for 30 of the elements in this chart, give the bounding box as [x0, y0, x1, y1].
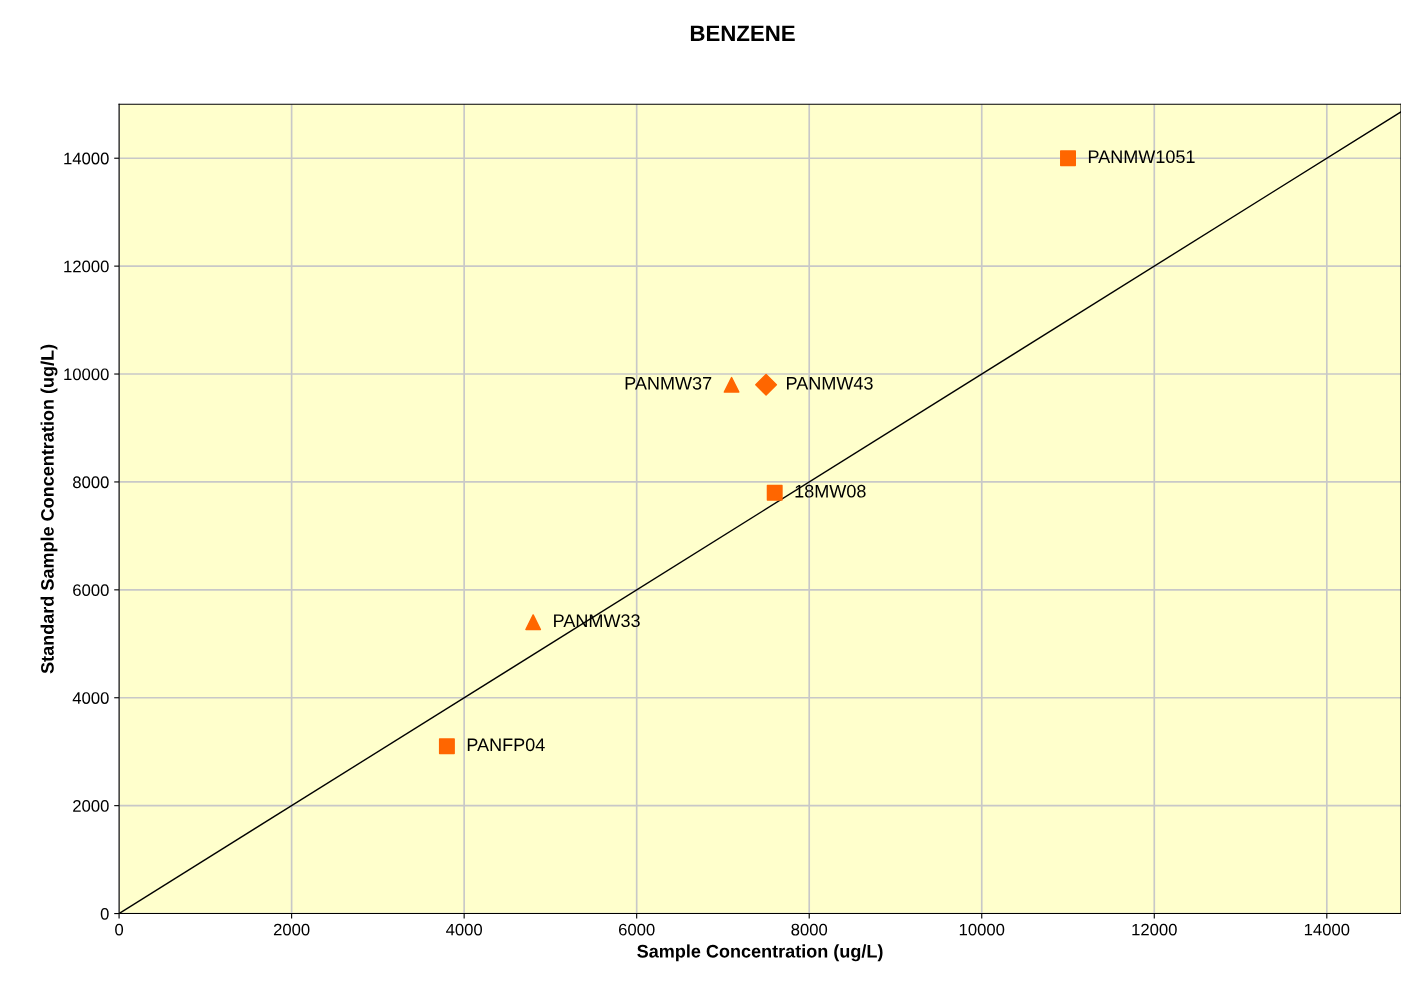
- point: [723, 376, 740, 393]
- y-tick-label: 8000: [73, 476, 109, 489]
- series-label: PANMW1051: [1088, 150, 1195, 164]
- x-tick-label: 12000: [1132, 923, 1177, 936]
- y-tick-label: 14000: [64, 152, 109, 165]
- y-axis-title: Standard Sample Concentration (ug/L): [40, 344, 58, 674]
- series-label: PANMW43: [787, 376, 873, 390]
- point: [766, 484, 783, 501]
- point: [438, 738, 455, 755]
- point: [1060, 150, 1076, 167]
- point: [525, 614, 542, 631]
- x-tick-label: 4000: [446, 923, 483, 936]
- x-tick-label: 8000: [791, 923, 828, 936]
- series-label: PANFP04: [467, 738, 545, 752]
- y-tick-label: 10000: [64, 368, 109, 381]
- x-tick-label: 0: [115, 923, 124, 936]
- x-tick-label: 10000: [959, 923, 1005, 936]
- y-tick-label: 6000: [73, 584, 109, 597]
- point: [755, 373, 778, 396]
- x-axis-title: Sample Concentration (ug/L): [637, 944, 883, 962]
- x-tick-label: 14000: [1304, 923, 1350, 936]
- x-tick-label: 2000: [273, 923, 310, 936]
- series-label: PANMW37: [625, 376, 712, 390]
- chart-title: BENZENE: [690, 25, 795, 41]
- y-tick-label: 2000: [73, 800, 109, 812]
- y-tick-label: 12000: [64, 260, 109, 273]
- x-tick-label: 6000: [618, 923, 655, 936]
- y-tick-label: 4000: [72, 692, 109, 704]
- y-tick-label: 0: [100, 907, 109, 920]
- series-label: 18MW08: [795, 484, 866, 498]
